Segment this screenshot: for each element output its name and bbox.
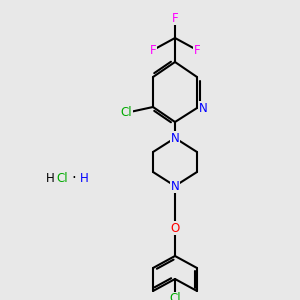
Text: ·: · — [72, 170, 76, 185]
Text: F: F — [194, 44, 200, 56]
Text: F: F — [150, 44, 156, 56]
Text: H: H — [80, 172, 88, 184]
Text: N: N — [171, 131, 179, 145]
Text: N: N — [199, 101, 207, 115]
Text: F: F — [172, 11, 178, 25]
Text: O: O — [170, 221, 180, 235]
Text: H: H — [46, 172, 54, 184]
Text: Cl: Cl — [56, 172, 68, 184]
Text: Cl: Cl — [120, 106, 132, 118]
Text: N: N — [171, 179, 179, 193]
Text: Cl: Cl — [169, 292, 181, 300]
